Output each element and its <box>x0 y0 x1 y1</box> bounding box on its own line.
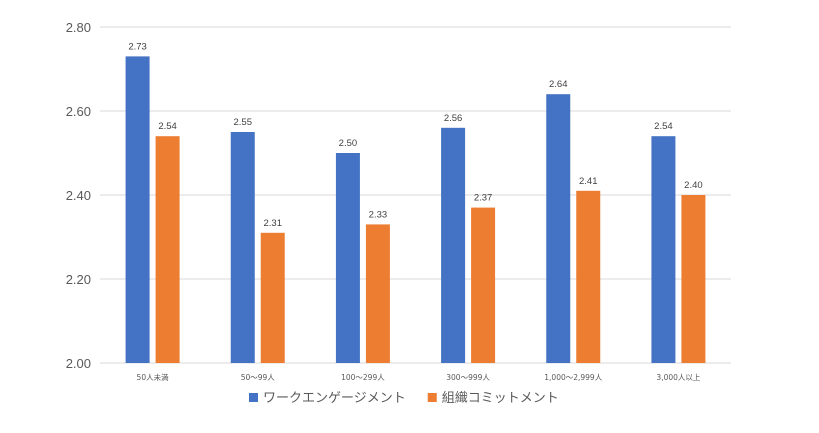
data-label: 2.54 <box>654 121 673 132</box>
x-tick-label: 50〜99人 <box>241 373 276 382</box>
y-tick-label: 2.60 <box>66 104 91 119</box>
data-label: 2.54 <box>158 121 177 132</box>
data-label: 2.73 <box>128 41 147 52</box>
y-tick-label: 2.40 <box>66 188 91 203</box>
legend-label: 組織コミットメント <box>442 391 559 406</box>
bar <box>471 207 496 363</box>
bar <box>335 153 360 363</box>
x-tick-label: 50人未満 <box>137 372 170 382</box>
bar <box>546 94 571 363</box>
bar <box>260 232 285 363</box>
x-tick-label: 100〜299人 <box>341 373 385 382</box>
bar <box>576 190 601 363</box>
x-tick-label: 3,000人以上 <box>656 373 700 382</box>
data-label: 2.37 <box>474 193 493 204</box>
data-label: 2.33 <box>369 209 388 220</box>
data-label: 2.41 <box>579 176 598 187</box>
data-label: 2.50 <box>339 138 358 149</box>
legend-label: ワークエンゲージメント <box>263 391 406 406</box>
bar <box>681 195 706 363</box>
y-tick-label: 2.20 <box>66 272 91 287</box>
bar <box>125 56 150 364</box>
data-label: 2.56 <box>444 113 463 124</box>
data-label: 2.40 <box>684 180 703 191</box>
x-tick-label: 300〜999人 <box>446 373 490 382</box>
bar <box>365 224 390 363</box>
data-label: 2.31 <box>264 218 283 229</box>
bar <box>155 136 180 363</box>
x-tick-label: 1,000〜2,999人 <box>544 373 602 382</box>
data-label: 2.64 <box>549 79 568 90</box>
bar <box>441 127 466 363</box>
y-tick-label: 2.80 <box>66 20 91 35</box>
data-label: 2.55 <box>234 117 253 128</box>
legend-swatch <box>427 393 437 402</box>
y-tick-label: 2.00 <box>66 356 91 371</box>
bar <box>651 136 676 363</box>
legend-swatch <box>249 393 258 402</box>
bar <box>230 132 255 363</box>
